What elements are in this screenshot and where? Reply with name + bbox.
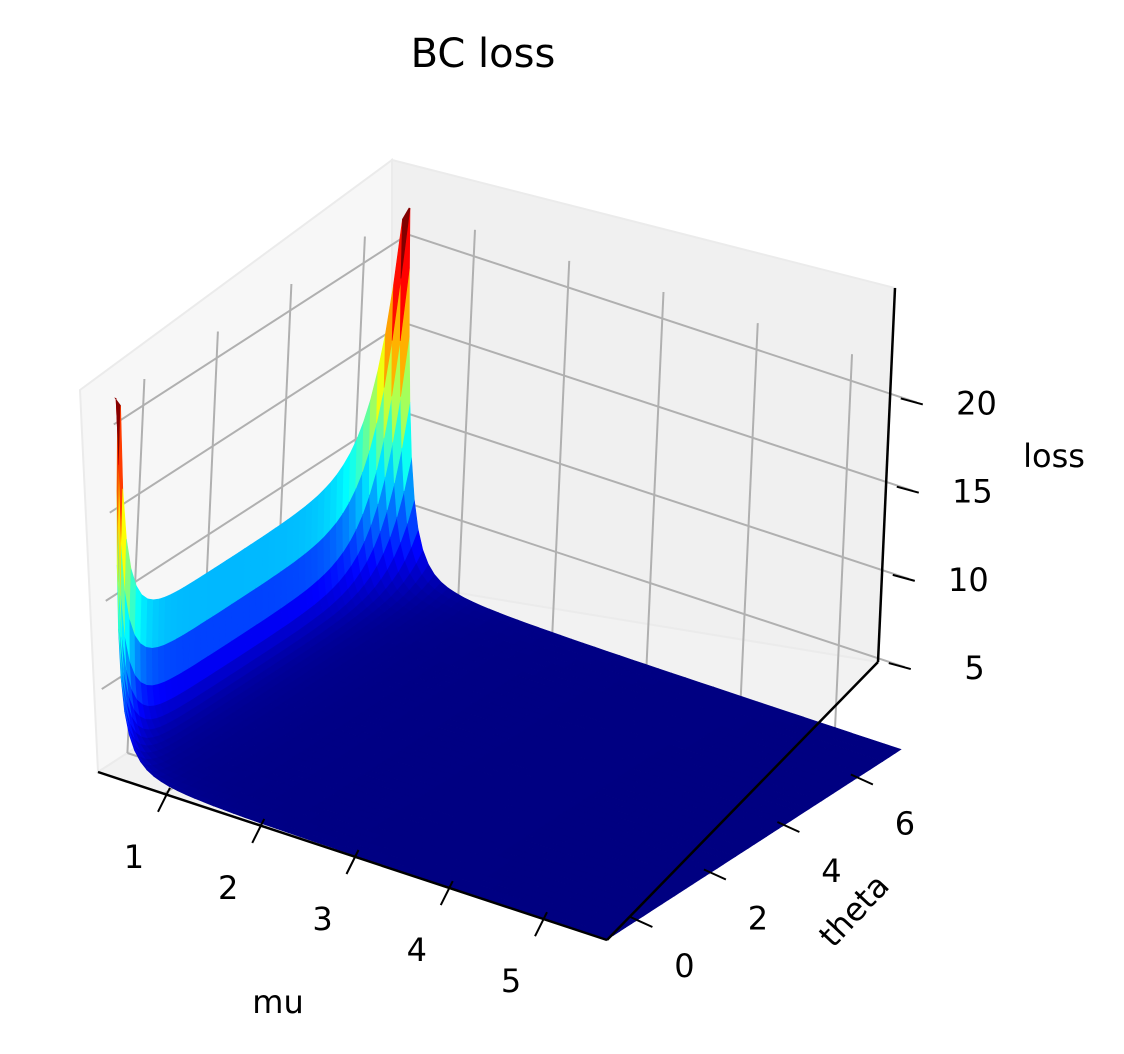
x-tick-label: 3 — [312, 900, 332, 938]
surface-patch — [274, 570, 282, 613]
y-tick — [850, 773, 874, 786]
x-tick — [157, 787, 171, 813]
gridline-z-back — [403, 321, 914, 492]
z-tick — [900, 397, 924, 406]
surface-patch — [286, 562, 294, 605]
ticks: 1 2 3 4 5 0 2 4 6 5 10 15 20 — [124, 384, 997, 1000]
surface-patch — [194, 622, 202, 665]
surface-patch — [304, 547, 313, 591]
gridline-x-back — [551, 260, 571, 635]
surface-patch — [182, 630, 190, 672]
x-tick — [251, 818, 266, 844]
surface-patch — [261, 579, 270, 621]
z-tick-label: 20 — [956, 384, 997, 422]
x-tick-label: 2 — [218, 869, 238, 907]
chart-title: BC loss — [411, 31, 556, 77]
z-axis-line — [876, 287, 897, 663]
surface-patch — [323, 529, 331, 575]
x-axis-line — [97, 770, 608, 942]
y-tick-label: 6 — [895, 805, 915, 843]
y-tick — [776, 821, 800, 833]
surface-patch — [267, 574, 276, 617]
z-tick-label: 5 — [964, 649, 984, 687]
surface-patch — [206, 615, 215, 657]
surface-patch — [292, 557, 300, 600]
z-axis-label: loss — [1023, 437, 1085, 475]
surface-patch — [225, 603, 233, 645]
surface-patch — [280, 566, 288, 609]
surface-patch — [157, 644, 166, 685]
x-tick-label: 5 — [501, 962, 521, 1000]
y-axis-line — [606, 661, 879, 941]
x-tick-label: 1 — [124, 838, 144, 876]
surface-patch — [146, 646, 154, 686]
z-tick — [896, 485, 920, 494]
surface-patch — [151, 646, 160, 686]
gridline-z-back — [395, 498, 906, 669]
gridline-z-back — [399, 409, 910, 580]
y-tick-label: 2 — [748, 900, 768, 938]
gridline-z-side — [113, 233, 409, 426]
x-tick — [345, 849, 360, 875]
z-tick — [888, 662, 912, 671]
x-tick — [534, 911, 548, 937]
surface-patch — [231, 599, 239, 641]
surface-patch — [311, 541, 319, 586]
surface-patch — [218, 607, 227, 649]
surface-patch — [249, 587, 257, 629]
x-tick — [439, 880, 454, 906]
surface — [114, 207, 902, 940]
y-tick-label: 4 — [821, 852, 841, 890]
x-tick-label: 4 — [407, 931, 427, 969]
y-tick — [629, 916, 653, 928]
surface-patch — [212, 611, 221, 653]
surface-patch — [298, 552, 307, 596]
surface-patch — [255, 583, 264, 625]
gridline-z-side — [109, 321, 405, 514]
surface-patch — [170, 637, 178, 679]
z-tick-label: 15 — [952, 473, 993, 511]
surface-patch — [163, 641, 172, 682]
gridline-x-back — [834, 354, 854, 729]
gridline-x-back — [645, 291, 665, 667]
z-tick-label: 10 — [948, 561, 989, 599]
surface-patch — [400, 207, 411, 279]
surface-patch — [237, 595, 245, 637]
surface-patch — [200, 619, 208, 661]
gridline-z-back — [407, 233, 918, 404]
gridline-x-back — [456, 229, 476, 604]
gridline-x-back — [739, 323, 759, 698]
x-axis-label: mu — [252, 983, 303, 1021]
surface-patch — [317, 535, 325, 581]
gridline-z-side — [105, 410, 401, 602]
surface-patch — [140, 642, 148, 686]
z-tick — [892, 573, 916, 582]
surface-patch — [176, 634, 184, 676]
surface-patch — [243, 591, 251, 633]
y-tick — [703, 868, 727, 881]
surface-patch — [188, 626, 196, 669]
y-tick-label: 0 — [674, 947, 694, 985]
